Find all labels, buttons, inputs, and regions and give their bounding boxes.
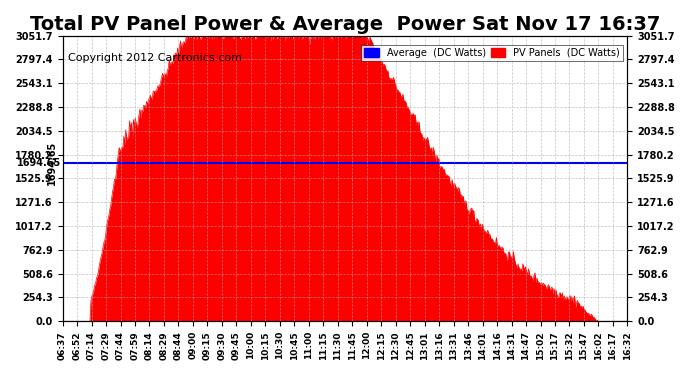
Title: Total PV Panel Power & Average  Power Sat Nov 17 16:37: Total PV Panel Power & Average Power Sat… <box>30 15 660 34</box>
Legend: Average  (DC Watts), PV Panels  (DC Watts): Average (DC Watts), PV Panels (DC Watts) <box>362 45 622 60</box>
Text: 1694.65: 1694.65 <box>17 158 61 168</box>
Text: 1694.65: 1694.65 <box>47 141 57 185</box>
Text: Copyright 2012 Cartronics.com: Copyright 2012 Cartronics.com <box>68 53 242 63</box>
